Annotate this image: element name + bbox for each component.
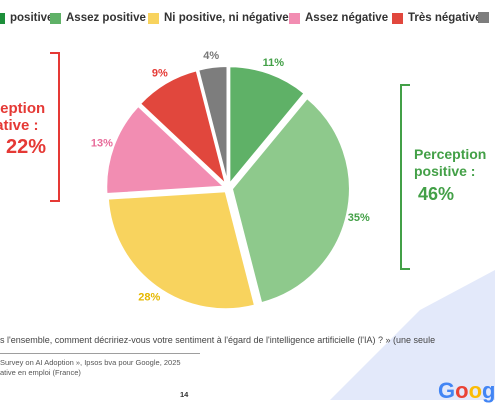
legend-swatch	[289, 12, 300, 24]
legend-item: Ni positive, ni négative	[148, 12, 289, 24]
legend-item: Très négative	[392, 12, 482, 24]
negative-bracket	[50, 52, 60, 202]
legend-label: Assez négative	[305, 12, 389, 24]
slice-label: 35%	[348, 212, 370, 224]
pie-slice	[230, 96, 351, 305]
legend-item: positive	[0, 12, 53, 24]
google-logo: Goog	[438, 378, 495, 403]
legend-swatch	[148, 12, 159, 24]
legend-label: positive	[10, 12, 54, 24]
footnote-divider	[0, 353, 200, 354]
legend-item: Assez négative	[289, 12, 388, 24]
legend-label: Ni positive, ni négative	[164, 12, 289, 24]
pie-slice	[196, 65, 229, 185]
pie-slice	[138, 69, 228, 188]
legend-swatch	[392, 12, 403, 24]
slice-label: 28%	[138, 291, 160, 303]
legend-item: Assez positive	[50, 12, 146, 24]
legend-swatch	[50, 12, 61, 24]
source-line-1: Survey on AI Adoption », Ipsos bva pour …	[0, 358, 181, 367]
source-note: Survey on AI Adoption », Ipsos bva pour …	[0, 358, 181, 378]
legend-swatch	[0, 12, 5, 24]
slice-label: 4%	[203, 50, 219, 62]
negative-perception-label: rception gative :	[0, 100, 46, 134]
legend-swatch	[478, 12, 489, 23]
survey-question: s l'ensemble, comment décririez-vous vot…	[0, 335, 436, 345]
positive-perception-value: 46%	[418, 184, 455, 204]
pie-slice	[106, 190, 257, 311]
legend: positive Assez positive Ni positive, ni né…	[0, 0, 495, 36]
pie-slice	[228, 65, 306, 188]
blue-stripe	[330, 270, 495, 400]
slice-label: 11%	[263, 57, 285, 69]
legend-label: Assez positive	[66, 12, 146, 24]
positive-bracket	[400, 84, 410, 270]
legend-label: Très négative	[408, 12, 482, 24]
slice-label: 13%	[91, 138, 113, 150]
positive-perception-label: Perception positive :	[414, 146, 487, 179]
page-number: 14	[180, 390, 189, 399]
slice-label: 9%	[152, 68, 168, 80]
negative-perception-value: 22%	[6, 136, 47, 158]
legend-item	[478, 12, 494, 23]
source-line-2: ative en emploi (France)	[0, 368, 81, 377]
pie-slice	[105, 104, 227, 196]
